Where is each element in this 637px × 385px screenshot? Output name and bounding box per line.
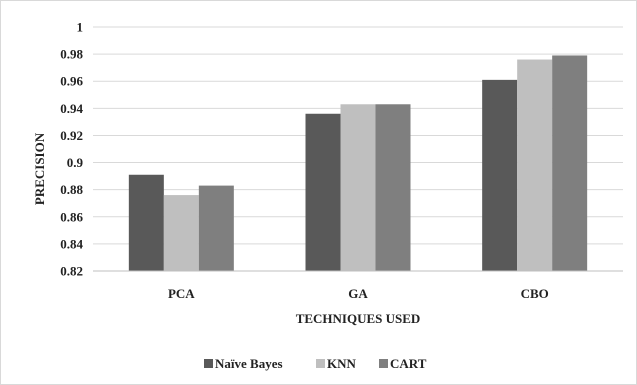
y-tick-label: 0.9 <box>67 155 84 170</box>
x-tick-label: CBO <box>521 286 549 301</box>
y-tick-label: 0.88 <box>60 182 83 197</box>
y-tick-label: 1 <box>77 20 84 35</box>
bar-cbo-cart <box>552 55 588 271</box>
y-tick-label: 0.86 <box>60 209 83 224</box>
x-tick-label: GA <box>348 286 368 301</box>
y-axis-title: PRECISION <box>32 132 47 205</box>
x-axis-title: TECHNIQUES USED <box>296 311 421 326</box>
legend-label: CART <box>390 356 427 371</box>
bar-pca-cart <box>198 185 234 271</box>
legend-swatch <box>379 359 388 368</box>
y-tick-label: 0.96 <box>60 74 83 89</box>
y-tick-label: 0.94 <box>60 101 83 116</box>
y-tick-label: 0.98 <box>60 47 83 62</box>
legend-swatch <box>316 359 325 368</box>
legend-swatch <box>204 359 213 368</box>
bar-cbo-na-ve-bayes <box>482 79 518 271</box>
bar-pca-knn <box>163 195 199 271</box>
bar-ga-na-ve-bayes <box>305 113 341 271</box>
y-axis-ticks: 0.82 0.84 0.86 0.88 0.9 0.92 0.94 0.96 0.98 1 <box>60 20 83 279</box>
x-axis-ticks: PCA GA CBO <box>168 286 549 301</box>
y-tick-label: 0.82 <box>60 264 83 279</box>
legend-label: Naïve Bayes <box>215 356 283 371</box>
bar-cbo-knn <box>517 59 553 272</box>
bars <box>128 55 588 272</box>
bar-ga-cart <box>375 104 411 272</box>
y-tick-label: 0.92 <box>60 128 83 143</box>
bar-ga-knn <box>340 104 376 272</box>
legend-label: KNN <box>327 356 357 371</box>
legend: Naïve Bayes KNN CART <box>204 356 427 371</box>
x-tick-label: PCA <box>168 286 195 301</box>
y-tick-label: 0.84 <box>60 236 83 251</box>
bar-pca-na-ve-bayes <box>128 174 164 271</box>
